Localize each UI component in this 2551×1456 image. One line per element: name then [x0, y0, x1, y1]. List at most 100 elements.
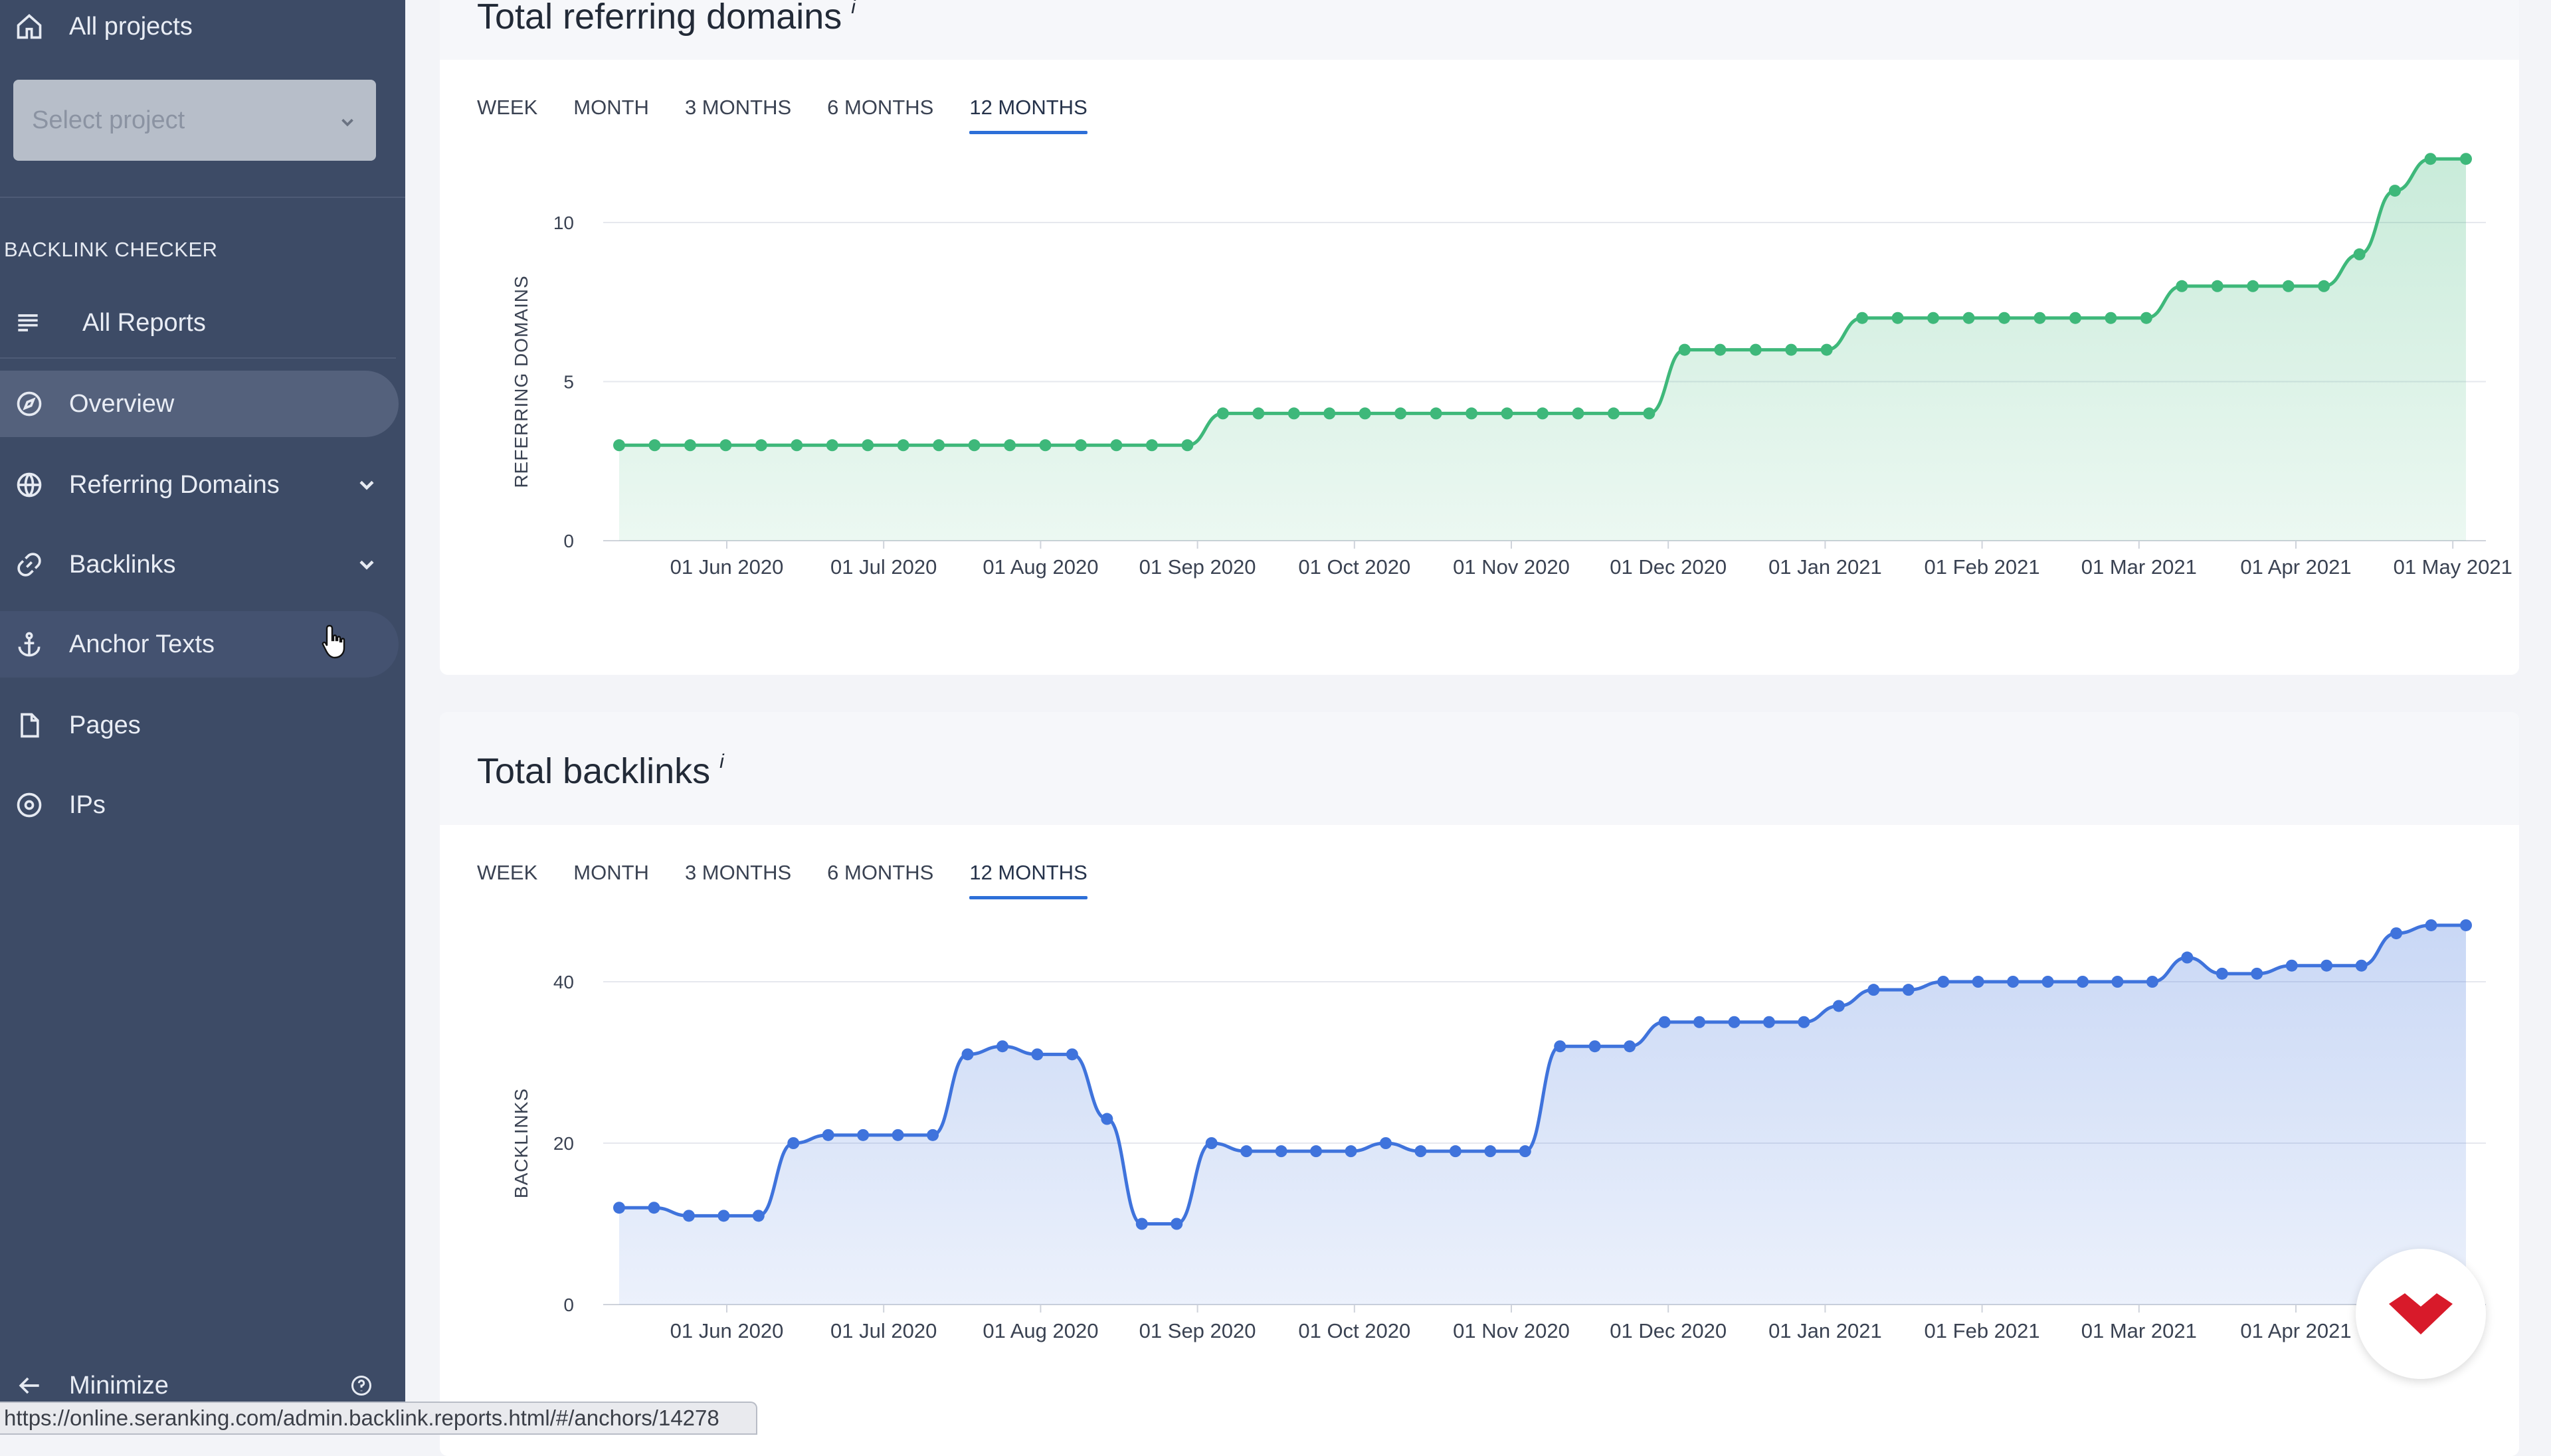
data-point — [2007, 976, 2020, 988]
data-point — [1449, 1145, 1462, 1158]
data-point — [1962, 312, 1975, 324]
data-point — [1004, 439, 1016, 452]
all-projects-label: All projects — [69, 12, 193, 41]
data-point — [2176, 280, 2188, 292]
x-tick-label: 01 Sep 2020 — [1139, 555, 1256, 579]
data-point — [1927, 312, 1940, 324]
data-point — [752, 1210, 765, 1222]
all-reports-label: All Reports — [82, 308, 206, 337]
data-point — [1832, 1000, 1845, 1012]
x-tick-label: 01 Mar 2021 — [2081, 555, 2197, 579]
tab-6-months[interactable]: 6 MONTHS — [827, 861, 934, 884]
data-point — [1066, 1048, 1078, 1061]
data-point — [1359, 407, 1371, 420]
y-tick-label: 5 — [563, 372, 574, 393]
chevron-down-icon[interactable] — [355, 553, 379, 577]
help-icon[interactable] — [349, 1374, 373, 1398]
y-axis-label: BACKLINKS — [511, 1088, 531, 1198]
series-area — [619, 925, 2466, 1305]
tab-week[interactable]: WEEK — [477, 861, 538, 884]
data-point — [1937, 976, 1950, 988]
data-point — [1820, 343, 1833, 356]
data-point — [1031, 1048, 1044, 1061]
all-projects-link[interactable]: All projects — [0, 0, 399, 60]
data-point — [1998, 312, 2010, 324]
data-point — [2282, 280, 2295, 292]
data-point — [2460, 919, 2472, 931]
data-point — [1110, 439, 1123, 452]
tab-6-months[interactable]: 6 MONTHS — [827, 96, 934, 119]
y-axis-label: REFERRING DOMAINS — [511, 275, 531, 488]
project-select[interactable]: Select project — [13, 80, 376, 161]
chevron-down-icon[interactable] — [355, 473, 379, 497]
data-point — [2320, 959, 2333, 972]
tab-week[interactable]: WEEK — [477, 96, 538, 119]
card-header: Total referring domains i — [440, 0, 2519, 60]
sidebar-item-all-reports[interactable]: All Reports — [0, 290, 399, 356]
info-icon[interactable]: i — [851, 0, 856, 18]
x-tick-label: 01 Feb 2021 — [1925, 1319, 2040, 1342]
data-point — [791, 439, 803, 452]
tab-3-months[interactable]: 3 MONTHS — [684, 96, 792, 119]
tab-3-months[interactable]: 3 MONTHS — [684, 861, 792, 884]
x-tick-label: 01 Jul 2020 — [830, 1319, 937, 1342]
data-point — [1785, 343, 1798, 356]
data-point — [2247, 280, 2259, 292]
sidebar-item-ips[interactable]: IPs — [0, 772, 399, 838]
y-tick-label: 20 — [553, 1133, 574, 1154]
data-point — [1252, 407, 1265, 420]
target-icon — [13, 789, 45, 821]
data-point — [2389, 185, 2402, 197]
period-tabs: WEEK MONTH 3 MONTHS 6 MONTHS 12 MONTHS — [477, 96, 1088, 134]
x-tick-label: 01 Aug 2020 — [983, 555, 1098, 579]
data-point — [2033, 312, 2046, 324]
hand-cursor-icon — [322, 624, 345, 659]
sidebar-item-overview[interactable]: Overview — [0, 371, 399, 437]
data-point — [1714, 343, 1727, 356]
data-point — [2390, 927, 2403, 940]
minimize-button[interactable]: Minimize — [0, 1352, 399, 1419]
tab-month[interactable]: MONTH — [573, 861, 649, 884]
brand-chat-button[interactable] — [2356, 1249, 2486, 1379]
divider — [0, 197, 405, 198]
x-tick-label: 01 Jun 2020 — [670, 1319, 784, 1342]
data-point — [1135, 1218, 1148, 1230]
anchor-icon — [13, 628, 45, 660]
data-point — [2285, 959, 2298, 972]
data-point — [1902, 984, 1915, 996]
x-tick-label: 01 May 2021 — [2394, 555, 2512, 579]
section-label: BACKLINK CHECKER — [4, 238, 218, 261]
tab-12-months[interactable]: 12 MONTHS — [969, 861, 1088, 899]
data-point — [1181, 439, 1194, 452]
data-point — [1039, 439, 1052, 452]
data-point — [2424, 153, 2437, 165]
card-title: Total backlinks i — [477, 751, 724, 792]
home-icon — [13, 11, 45, 43]
data-point — [1484, 1145, 1497, 1158]
data-point — [1287, 407, 1300, 420]
sidebar-item-referring-domains[interactable]: Referring Domains — [0, 452, 399, 518]
period-tabs: WEEK MONTH 3 MONTHS 6 MONTHS 12 MONTHS — [477, 861, 1088, 899]
sidebar-item-pages[interactable]: Pages — [0, 692, 399, 759]
data-point — [1607, 407, 1620, 420]
data-point — [996, 1040, 1008, 1053]
sidebar-item-label: Overview — [69, 389, 175, 418]
data-point — [2077, 976, 2089, 988]
x-tick-label: 01 Jan 2021 — [1768, 555, 1882, 579]
x-tick-label: 01 Oct 2020 — [1298, 555, 1410, 579]
file-icon — [13, 709, 45, 741]
data-point — [1216, 407, 1229, 420]
data-point — [927, 1129, 939, 1141]
data-point — [1414, 1145, 1427, 1158]
x-tick-label: 01 Nov 2020 — [1453, 555, 1570, 579]
data-point — [1379, 1137, 1392, 1149]
data-point — [755, 439, 767, 452]
tab-month[interactable]: MONTH — [573, 96, 649, 119]
info-icon[interactable]: i — [719, 751, 724, 773]
data-point — [2425, 919, 2437, 931]
data-point — [613, 1202, 625, 1214]
tab-12-months[interactable]: 12 MONTHS — [969, 96, 1088, 134]
list-icon — [12, 307, 44, 339]
sidebar-item-backlinks[interactable]: Backlinks — [0, 531, 399, 598]
project-select-placeholder: Select project — [32, 106, 185, 134]
